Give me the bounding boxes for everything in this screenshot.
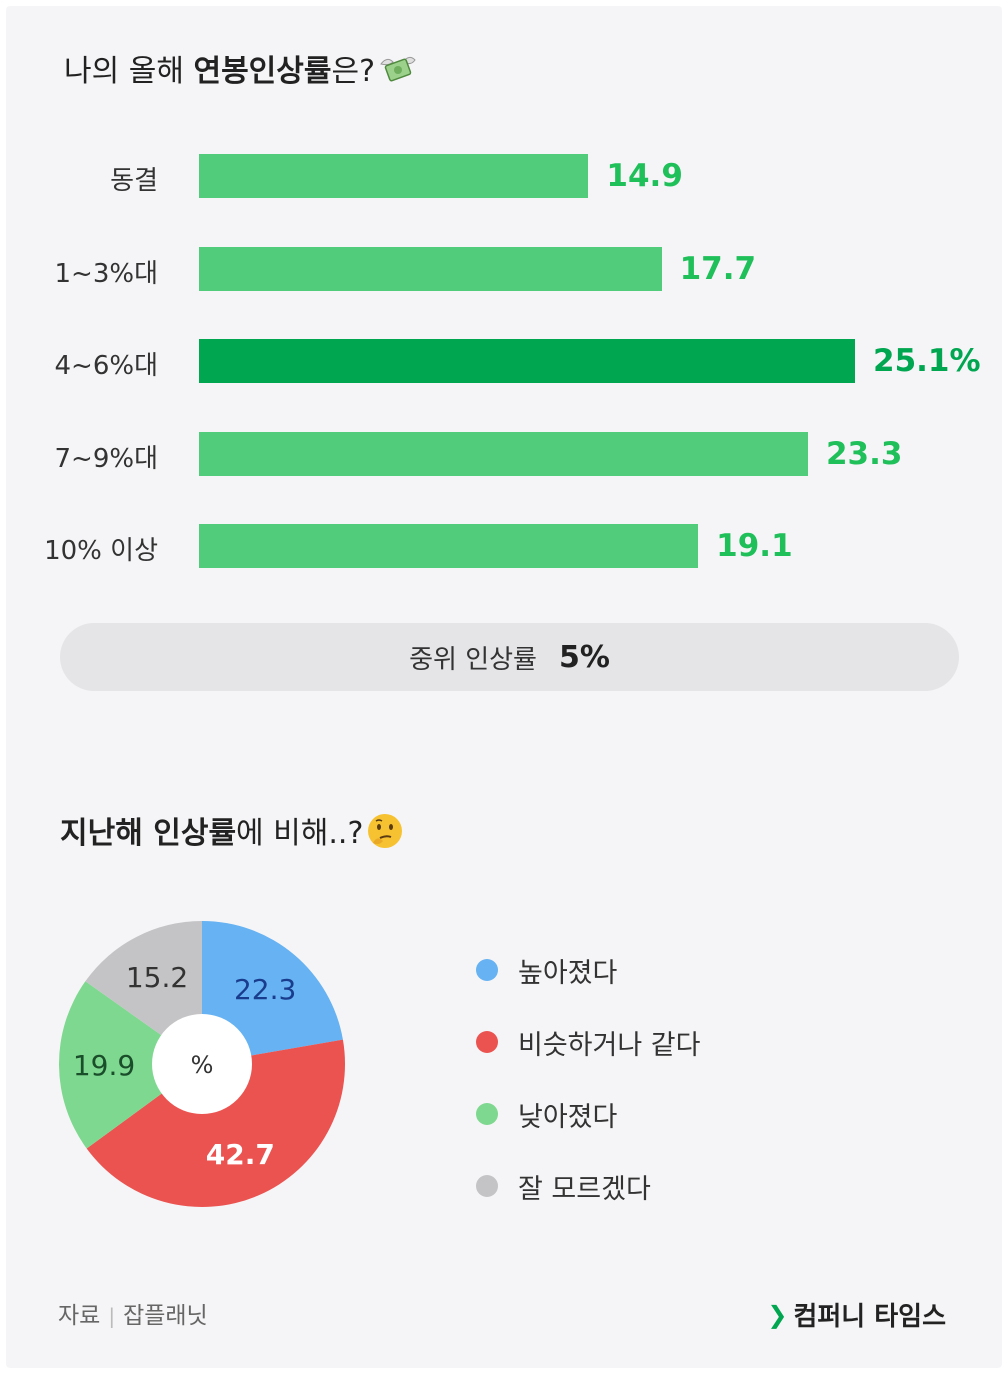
- bar-category-label: 1~3%대: [54, 258, 159, 289]
- bar-category-label: 10% 이상: [44, 536, 158, 567]
- bar: [199, 431, 808, 476]
- legend-item: 낮아졌다: [476, 1078, 700, 1150]
- legend-swatch: [476, 1175, 498, 1197]
- donut-value-label: 19.9: [73, 1049, 135, 1082]
- legend-swatch: [476, 1103, 498, 1125]
- median-raise-pill: 중위 인상률 5%: [60, 623, 959, 691]
- donut-value-label: 22.3: [234, 973, 296, 1006]
- compared-last-year-donut-chart: % 22.3 42.7 19.9 15.2: [58, 921, 345, 1207]
- bar: [199, 154, 589, 198]
- bar-value-label: 23.3: [825, 435, 903, 472]
- bar-category-label: 4~6%대: [54, 351, 159, 382]
- bar: [199, 339, 855, 384]
- legend-item: 높아졌다: [476, 934, 700, 1006]
- brand-logo: ❯ 컴퍼니 타임스: [767, 1296, 946, 1333]
- source-credit: 자료 | 잡플래닛: [58, 1303, 208, 1329]
- bar-category-label: 7~9%대: [54, 443, 159, 474]
- salary-raise-title: 나의 올해 연봉인상률은?: [64, 46, 417, 92]
- chevron-right-icon: ❯: [767, 1300, 788, 1329]
- donut-slice: [86, 1039, 345, 1207]
- donut-value-label: 42.7: [206, 1138, 275, 1171]
- bar: [199, 524, 699, 569]
- money-with-wings-icon: [379, 54, 417, 92]
- legend-label: 높아졌다: [518, 957, 618, 989]
- legend-item: 잘 모르겠다: [476, 1150, 700, 1222]
- donut-value-label: 15.2: [126, 961, 188, 994]
- bar: [199, 246, 662, 291]
- donut-slice: [202, 921, 343, 1064]
- median-value: 5%: [558, 639, 610, 675]
- bar-value-label: 17.7: [679, 250, 757, 287]
- bar-value-label: 14.9: [606, 158, 683, 194]
- legend-label: 잘 모르겠다: [518, 1173, 651, 1205]
- donut-center-label: %: [191, 1051, 214, 1079]
- legend-label: 비슷하거나 같다: [518, 1029, 701, 1061]
- legend-item: 비슷하거나 같다: [476, 1006, 700, 1078]
- donut-hole: [152, 1014, 252, 1114]
- compared-last-year-title: 지난해 인상률에 비해..?: [60, 808, 403, 857]
- legend-swatch: [476, 959, 498, 981]
- legend-label: 낮아졌다: [518, 1101, 618, 1133]
- median-label: 중위 인상률: [409, 644, 537, 675]
- infographic-card: 나의 올해 연봉인상률은? 동결 14.9 1~3%대 17.7 4~6%대 25.1% 7…: [6, 6, 1002, 1368]
- donut-slice: [58, 981, 202, 1149]
- brand-name: 컴퍼니 타임스: [793, 1302, 946, 1332]
- legend-swatch: [476, 1031, 498, 1053]
- bar-category-label: 동결: [110, 166, 158, 196]
- bar-value-label: 19.1: [716, 528, 793, 565]
- bar-value-label: 25.1%: [873, 343, 981, 380]
- thinking-face-icon: [367, 813, 403, 857]
